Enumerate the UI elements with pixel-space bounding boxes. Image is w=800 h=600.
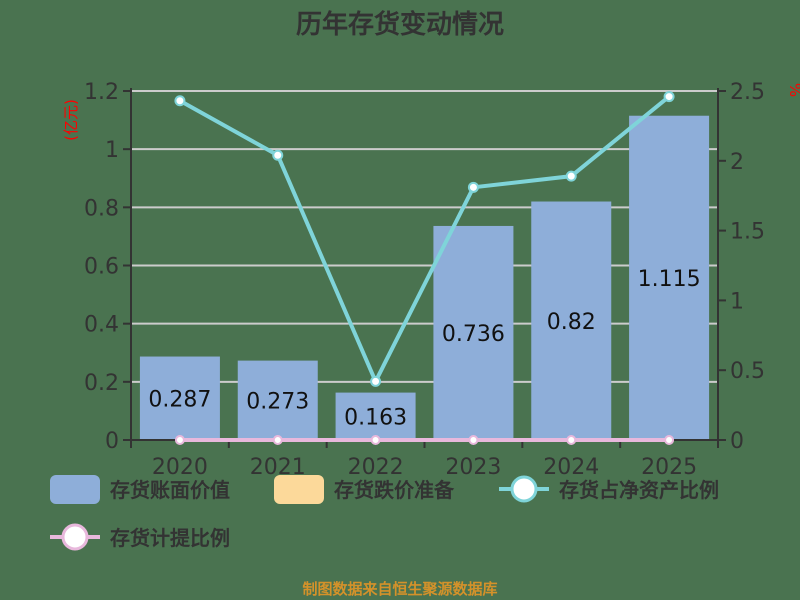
- bar-value-label: 0.163: [344, 405, 407, 430]
- legend-swatch: [274, 475, 324, 504]
- provision-ratio-point: [468, 435, 479, 445]
- left-tick-label: 0: [105, 429, 119, 454]
- x-tick-label: 2022: [348, 455, 404, 480]
- net-asset-ratio-point: [174, 95, 186, 107]
- source-footer: 制图数据来自恒生聚源数据库: [302, 580, 497, 598]
- bar-value-label: 0.287: [148, 387, 211, 412]
- x-tick-label: 2025: [641, 455, 697, 480]
- chart-title: 历年存货变动情况: [296, 9, 504, 40]
- bar-2021: [237, 360, 318, 440]
- legend-label: 存货账面价值: [110, 478, 230, 502]
- bar-series: 0.287 0.273 0.163 0.736 0.82 1.115: [139, 115, 710, 441]
- bar-value-label: 0.736: [442, 322, 505, 347]
- bar-value-label: 1.115: [638, 267, 701, 292]
- legend-swatch: [50, 475, 100, 504]
- line-series: [174, 91, 675, 445]
- left-tick-label: 0.8: [84, 196, 119, 221]
- left-axis-unit: (亿元): [62, 99, 80, 141]
- net-asset-ratio-line: [178, 95, 671, 387]
- provision-ratio-point: [566, 435, 577, 445]
- legend-marker: [510, 475, 538, 503]
- x-tick-label: 2024: [543, 455, 599, 480]
- provision-ratio-point: [174, 435, 185, 445]
- provision-ratio-point: [664, 435, 675, 445]
- right-tick-label: 0: [730, 429, 744, 454]
- net-asset-ratio-point: [663, 91, 675, 103]
- legend-item: 存货跌价准备: [274, 475, 455, 504]
- left-tick-label: 1: [105, 138, 119, 163]
- right-tick-label: 2: [730, 150, 744, 175]
- right-tick-label: 0.5: [730, 359, 765, 384]
- right-tick-label: 1: [730, 289, 744, 314]
- net-asset-ratio-point: [370, 375, 382, 387]
- left-tick-label: 0.6: [84, 255, 119, 280]
- left-tick-label: 0.2: [84, 371, 119, 396]
- legend-marker: [61, 523, 89, 551]
- right-tick-label: 1.5: [730, 220, 765, 245]
- bar-2020: [139, 356, 220, 440]
- gridlines: [131, 90, 718, 383]
- legend-item: 存货计提比例: [50, 523, 230, 551]
- left-tick-label: 1.2: [84, 80, 119, 105]
- legend-item: 存货占净资产比例: [499, 475, 719, 503]
- legend-label: 存货计提比例: [110, 526, 230, 550]
- net-asset-ratio-point: [272, 149, 284, 161]
- legend-item: 存货账面价值: [50, 475, 230, 504]
- legend-label: 存货跌价准备: [334, 478, 455, 502]
- bar-value-label: 0.82: [547, 310, 596, 335]
- bar-2025: [629, 115, 710, 441]
- provision-ratio-point: [272, 435, 283, 445]
- x-tick-label: 2020: [152, 455, 208, 480]
- bar-value-label: 0.273: [246, 389, 309, 414]
- provision-ratio-point: [370, 435, 381, 445]
- net-asset-ratio-point: [467, 181, 479, 193]
- net-asset-ratio-point: [565, 170, 577, 182]
- bar-2024: [531, 201, 612, 440]
- x-tick-label: 2023: [445, 455, 501, 480]
- right-axis-unit: %: [786, 83, 800, 97]
- left-tick-label: 0.4: [84, 313, 119, 338]
- bar-2022: [335, 392, 416, 440]
- legend-label: 存货占净资产比例: [559, 478, 719, 502]
- right-tick-label: 2.5: [730, 80, 765, 105]
- bar-2023: [433, 225, 514, 440]
